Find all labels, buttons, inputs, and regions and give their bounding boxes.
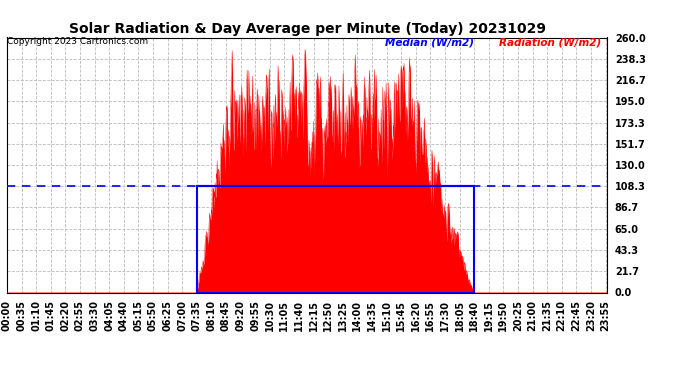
Title: Solar Radiation & Day Average per Minute (Today) 20231029: Solar Radiation & Day Average per Minute… xyxy=(68,22,546,36)
Text: Copyright 2023 Cartronics.com: Copyright 2023 Cartronics.com xyxy=(7,38,148,46)
Text: Radiation (W/m2): Radiation (W/m2) xyxy=(499,38,602,48)
Bar xyxy=(197,186,474,292)
Text: Median (W/m2): Median (W/m2) xyxy=(385,38,474,48)
